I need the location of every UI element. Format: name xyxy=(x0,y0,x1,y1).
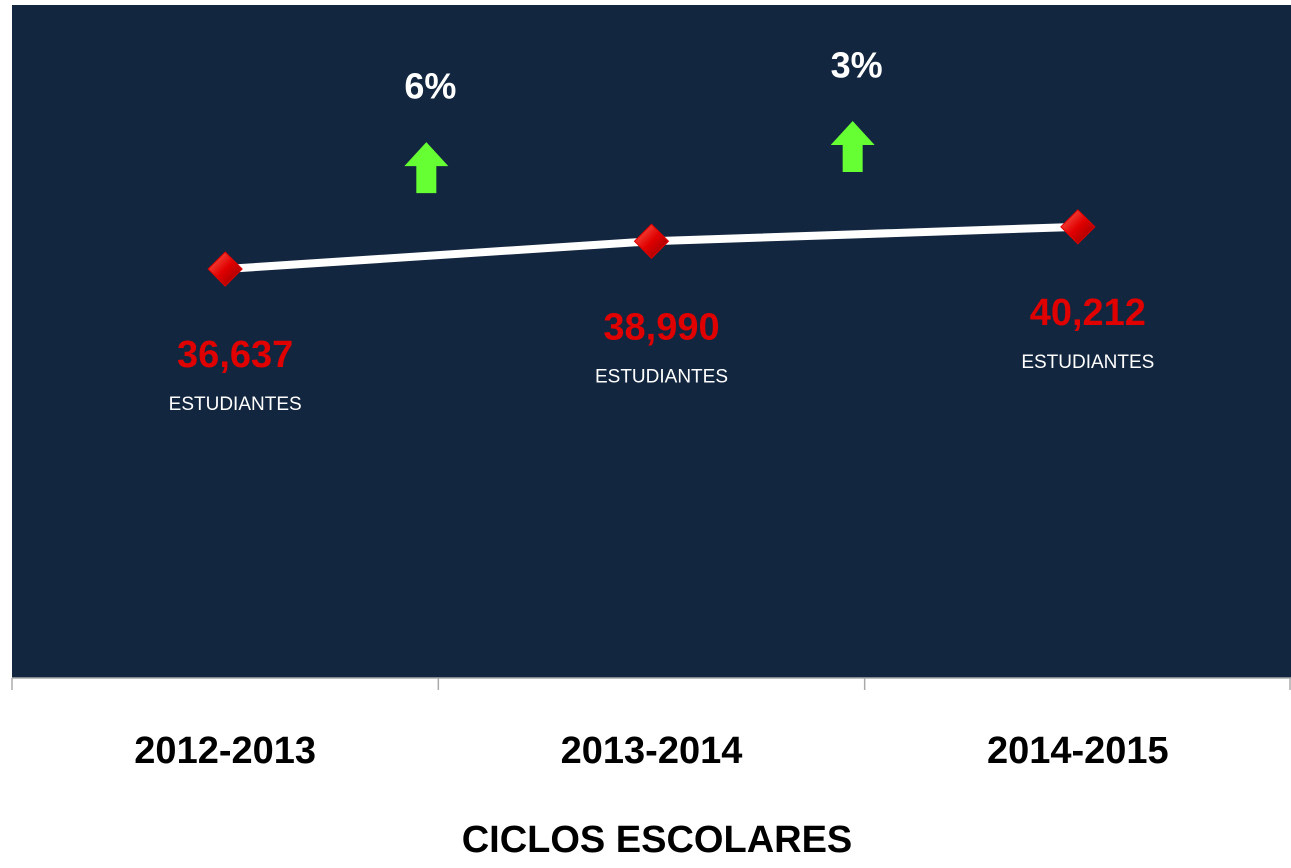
arrow xyxy=(830,121,875,173)
value-label: 36,637 xyxy=(177,334,293,376)
plot-area xyxy=(12,5,1291,678)
unit-label: ESTUDIANTES xyxy=(169,394,302,415)
marker xyxy=(633,223,670,259)
annotation: 3% xyxy=(831,45,883,86)
unit-label: ESTUDIANTES xyxy=(1021,352,1154,373)
x-tick-label: 2012-2013 xyxy=(134,730,316,772)
x-axis-title: CICLOS ESCOLARES xyxy=(462,819,853,861)
x-tick-label: 2013-2014 xyxy=(561,730,743,772)
annotation: 6% xyxy=(404,66,456,107)
value-label: 38,990 xyxy=(603,306,719,348)
unit-label: ESTUDIANTES xyxy=(595,366,728,387)
marker xyxy=(207,251,243,287)
value-label: 40,212 xyxy=(1030,292,1146,334)
x-tick-label: 2014-2015 xyxy=(987,730,1169,772)
arrow xyxy=(404,142,449,194)
marker xyxy=(1060,209,1096,245)
